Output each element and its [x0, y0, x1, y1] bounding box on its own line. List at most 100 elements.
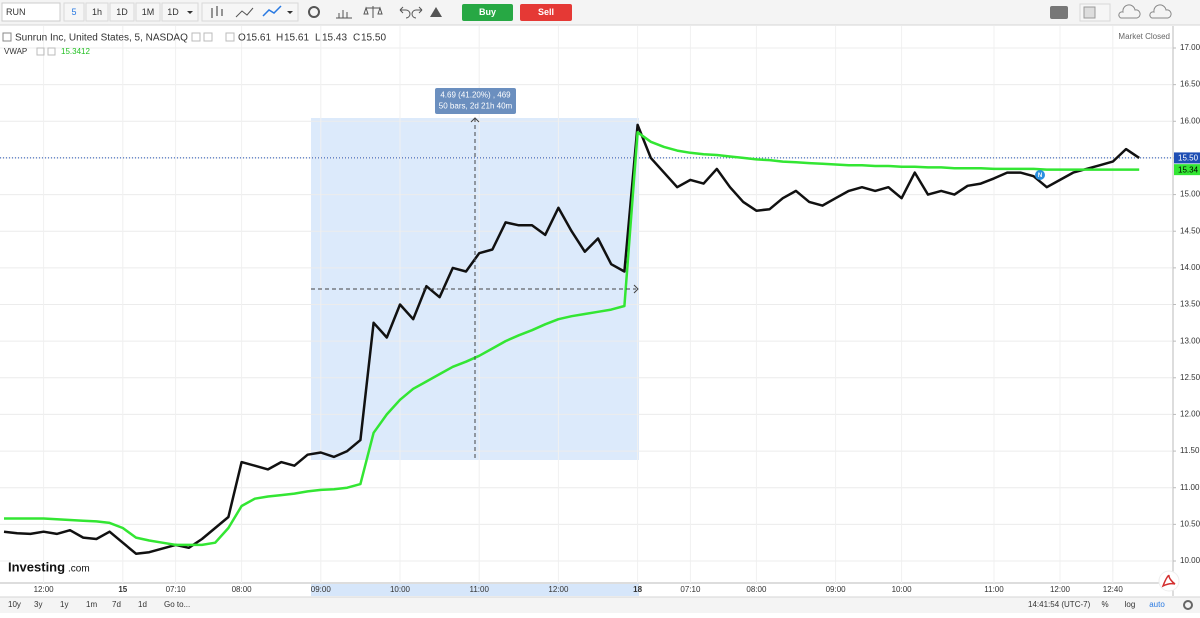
x-tick-label: 12:00 [548, 585, 569, 594]
clock: 14:41:54 (UTC-7) [1028, 600, 1091, 609]
market-status: Market Closed [1118, 32, 1170, 41]
y-tick-label: 12.00 [1180, 410, 1200, 419]
undo-icon[interactable] [399, 6, 411, 19]
y-tick-label: 16.00 [1180, 116, 1200, 125]
x-tick-label: 09:00 [311, 585, 332, 594]
bottom-toolbar [0, 597, 1200, 613]
range-button[interactable]: 1d [138, 600, 147, 609]
interval-button[interactable] [85, 2, 109, 22]
color-swatch [1083, 6, 1096, 19]
legend-icon[interactable] [47, 47, 56, 56]
legend-icon[interactable] [191, 32, 201, 42]
range-button[interactable]: 10y [8, 600, 21, 609]
range-button[interactable]: 1m [86, 600, 97, 609]
interval: 5 [71, 7, 76, 17]
interval-button[interactable] [135, 2, 161, 22]
alert-icon[interactable] [430, 7, 442, 17]
ohlc-key: O [238, 33, 246, 44]
interval-button[interactable] [109, 2, 135, 22]
y-tick-label: 11.50 [1180, 446, 1200, 455]
line-icon [262, 5, 282, 17]
x-tick-label: 18 [633, 585, 642, 594]
interval-button[interactable] [63, 2, 85, 22]
y-tick-label: 13.00 [1180, 336, 1200, 345]
x-tick-label: 08:00 [232, 585, 253, 594]
screenshot-icon[interactable] [1050, 6, 1068, 19]
indicator-value: 15.3412 [61, 47, 90, 56]
time-range-highlight [311, 584, 639, 596]
y-tick-label: 15.00 [1180, 190, 1200, 199]
indicators-icon[interactable] [336, 10, 352, 19]
y-tick-label: 14.00 [1180, 263, 1200, 272]
logo-brand: Investing [8, 559, 65, 574]
x-tick-label: 12:00 [34, 585, 55, 594]
dropdown-arrow [187, 11, 193, 14]
sell-label: Sell [538, 7, 554, 17]
last-value-box [1174, 164, 1200, 176]
legend-icon[interactable] [203, 32, 213, 42]
sell-button[interactable] [520, 4, 572, 21]
settings-icon[interactable] [308, 6, 320, 18]
y-tick-label: 12.50 [1180, 373, 1200, 382]
y-tick-label: 14.50 [1180, 226, 1200, 235]
redo-icon[interactable] [411, 6, 423, 19]
x-tick-label: 07:10 [166, 585, 187, 594]
x-tick-label: 10:00 [892, 585, 913, 594]
goto-button[interactable]: Go to... [164, 600, 190, 609]
measure-change: 4.69 (41.20%) , 469 [440, 91, 511, 100]
x-tick-label: 09:00 [826, 585, 847, 594]
interval-dropdown[interactable] [161, 2, 199, 22]
last-value-label: 15.50 [1178, 154, 1199, 163]
ohlc-value: 15.50 [361, 33, 386, 44]
y-tick-label: 16.50 [1180, 80, 1200, 89]
x-tick-label: 15 [118, 585, 127, 594]
range-button[interactable]: 7d [112, 600, 121, 609]
cloud-down-icon[interactable] [1118, 4, 1141, 19]
interval: 1D [167, 7, 179, 17]
ohlc-key: L [315, 33, 321, 44]
ohlc-value: 15.61 [284, 33, 309, 44]
pdf-icon[interactable] [1158, 570, 1180, 592]
compare-icon[interactable] [363, 6, 383, 18]
cloud-up-icon[interactable] [1149, 4, 1172, 19]
y-tick-label: 10.50 [1180, 519, 1200, 528]
measure-arrows [470, 117, 639, 294]
news-marker[interactable] [1035, 170, 1045, 180]
auto-toggle[interactable]: auto [1149, 600, 1165, 609]
percent-toggle[interactable]: % [1101, 600, 1108, 609]
symbol: RUN [6, 7, 26, 17]
range-button[interactable]: 1y [60, 600, 68, 609]
settings-icon[interactable] [1183, 600, 1193, 610]
buy-label: Buy [479, 7, 496, 17]
vwap-line [4, 131, 1140, 547]
collapse-icon[interactable] [2, 32, 12, 42]
buy-button[interactable] [462, 4, 513, 21]
y-tick-label: 17.00 [1180, 43, 1200, 52]
last-value-box [1174, 152, 1200, 164]
ohlc-value: 15.43 [322, 33, 347, 44]
x-tick-label: 12:40 [1103, 585, 1124, 594]
log-toggle[interactable]: log [1125, 600, 1136, 609]
y-tick-label: 11.00 [1180, 483, 1200, 492]
symbol-input[interactable] [1, 2, 61, 22]
logo-suffix: .com [68, 564, 90, 575]
x-tick-label: 12:00 [1050, 585, 1071, 594]
news-marker-letter: N [1038, 173, 1042, 179]
range-button[interactable]: 3y [34, 600, 42, 609]
ohlc-key: C [353, 33, 360, 44]
interval: 1D [116, 7, 128, 17]
indicator-name: VWAP [4, 47, 27, 56]
interval: 1M [142, 7, 155, 17]
range-buttons: 10y 3y 1y 1m 7d 1d Go to... [8, 600, 190, 609]
y-tick-label: 13.50 [1180, 300, 1200, 309]
candles-icon [211, 6, 223, 18]
legend-icon[interactable] [225, 32, 235, 42]
toolbar [0, 0, 1200, 25]
x-tick-label: 11:00 [984, 585, 1004, 594]
dropdown-arrow [287, 11, 293, 14]
x-tick-label: 10:00 [390, 585, 411, 594]
plot [0, 26, 1172, 583]
y-tick-label: 10.00 [1180, 556, 1200, 565]
legend-icon[interactable] [36, 47, 45, 56]
